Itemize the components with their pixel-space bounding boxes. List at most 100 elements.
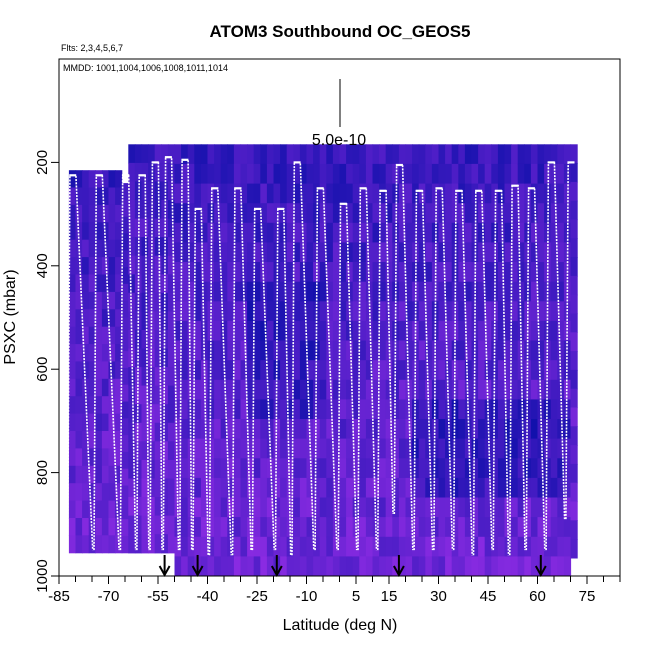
heatmap-cell (194, 222, 202, 243)
heatmap-cell (181, 477, 189, 499)
heatmap-cell (392, 458, 400, 479)
heatmap-cell (220, 419, 228, 440)
heatmap-cell (412, 262, 420, 283)
heatmap-cell (385, 320, 393, 342)
heatmap-cell (207, 222, 215, 243)
heatmap-cell (511, 379, 519, 400)
heatmap-cell (220, 477, 228, 499)
heatmap-cell (148, 441, 156, 461)
heatmap-cell (128, 181, 136, 201)
heatmap-cell (511, 497, 519, 518)
heatmap-cell (299, 183, 308, 204)
heatmap-cell (181, 360, 189, 381)
heatmap-cell (273, 477, 281, 499)
heatmap-cell (187, 556, 195, 576)
heatmap-cell (405, 301, 413, 322)
heatmap-cell (82, 500, 90, 519)
heatmap-cell (68, 291, 77, 310)
heatmap-cell (233, 458, 242, 479)
heatmap-cell (471, 360, 479, 381)
heatmap-cell (115, 326, 123, 345)
heatmap-cell (280, 242, 288, 263)
heatmap-cell (392, 242, 400, 263)
heatmap-cell (299, 242, 308, 263)
heatmap-cell (128, 534, 136, 554)
heatmap-cell (187, 536, 195, 557)
x-tick-label: -10 (296, 588, 318, 605)
heatmap-cell (240, 458, 248, 479)
heatmap-cell (200, 183, 209, 204)
heatmap-cell (385, 458, 393, 479)
heatmap-cell (352, 262, 360, 283)
heatmap-cell (544, 281, 552, 302)
heatmap-cell (95, 465, 103, 484)
heatmap-cell (524, 517, 532, 538)
heatmap-cell (161, 330, 169, 350)
dates-label: MMDD: 1001,1004,1006,1008,1011,1014 (63, 63, 228, 73)
heatmap-cell (339, 556, 347, 576)
heatmap-cell (478, 340, 486, 361)
heatmap-cell (418, 438, 426, 459)
heatmap-cell (438, 222, 446, 243)
heatmap-cell (115, 309, 123, 328)
heatmap-cell (491, 556, 499, 576)
heatmap-cell (458, 399, 466, 420)
heatmap-cell (497, 360, 506, 381)
heatmap-cell (260, 183, 268, 204)
heatmap-cell (174, 340, 182, 361)
heatmap-cell (398, 203, 407, 224)
heatmap-cell (425, 183, 433, 204)
heatmap-cell (154, 385, 162, 405)
heatmap-cell (68, 274, 77, 293)
heatmap-cell (115, 396, 123, 415)
heatmap-cell (464, 497, 473, 518)
heatmap-cell (464, 163, 473, 185)
heatmap-cell (491, 517, 499, 538)
heatmap-cell (181, 517, 189, 538)
heatmap-cell (530, 517, 539, 538)
heatmap-cell (451, 419, 459, 440)
heatmap-cell (405, 320, 413, 342)
heatmap-cell (108, 396, 116, 415)
x-tick-label: 75 (579, 588, 596, 605)
heatmap-cell (174, 379, 182, 400)
heatmap-cell (385, 301, 393, 322)
heatmap-cell (372, 497, 380, 518)
heatmap-cell (141, 330, 149, 350)
x-tick-label: 45 (480, 588, 497, 605)
heatmap-cell (471, 419, 479, 440)
heatmap-cell (326, 438, 334, 459)
heatmap-cell (412, 281, 420, 302)
heatmap-cell (220, 379, 228, 400)
heatmap-cell (557, 340, 565, 361)
heatmap-cell (385, 163, 393, 185)
heatmap-cell (134, 422, 143, 442)
heatmap-cell (128, 404, 136, 424)
heatmap-cell (260, 340, 268, 361)
heatmap-cell (319, 262, 327, 283)
heatmap-cell (570, 144, 578, 164)
heatmap-cell (431, 399, 440, 420)
heatmap-cell (332, 183, 341, 204)
heatmap-cell (550, 458, 558, 479)
heatmap-cell (458, 419, 466, 440)
heatmap-cell (214, 281, 222, 302)
heatmap-cell (306, 497, 314, 518)
heatmap-cell (273, 144, 281, 165)
heatmap-cell (194, 281, 202, 302)
heatmap-cell (286, 242, 294, 263)
heatmap-cell (359, 536, 367, 557)
heatmap-cell (550, 203, 558, 224)
heatmap-cell (332, 144, 341, 165)
heatmap-cell (181, 419, 189, 440)
heatmap-cell (451, 163, 459, 185)
heatmap-cell (418, 497, 426, 518)
heatmap-cell (95, 291, 103, 310)
heatmap-cell (372, 379, 380, 400)
heatmap-cell (101, 344, 110, 363)
heatmap-cell (128, 218, 136, 238)
heatmap-cell (346, 497, 354, 518)
heatmap-cell (154, 497, 162, 517)
heatmap-cell (372, 556, 380, 576)
heatmap-cell (524, 262, 532, 283)
